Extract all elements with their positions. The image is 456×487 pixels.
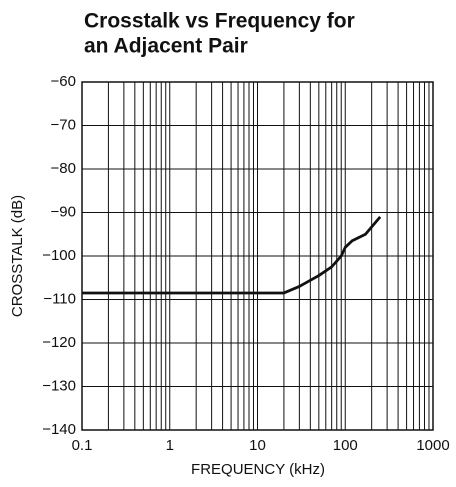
y-tick-label: −140	[42, 421, 76, 438]
chart-title: Crosstalk vs Frequency for	[84, 10, 355, 33]
plot-frame	[81, 81, 434, 431]
y-tick-label: −120	[42, 334, 76, 351]
y-tick-label: −70	[51, 116, 76, 133]
y-tick-label: −60	[51, 73, 76, 90]
x-tick-label: 0.1	[72, 437, 93, 454]
y-tick-label: −110	[43, 290, 76, 307]
x-tick-label: 100	[333, 437, 358, 454]
x-axis-label: FREQUENCY (kHz)	[191, 461, 325, 478]
chart-title: an Adjacent Pair	[84, 35, 248, 58]
x-tick-label: 10	[249, 437, 266, 454]
series-line	[82, 215, 382, 295]
x-tick-label: 1000	[416, 437, 449, 454]
y-tick-label: −100	[42, 247, 76, 264]
y-tick-label: −130	[42, 377, 76, 394]
x-tick-label: 1	[166, 437, 174, 454]
y-tick-label: −80	[51, 160, 76, 177]
y-axis-label: CROSSTALK (dB)	[9, 195, 26, 317]
y-tick-label: −90	[51, 203, 76, 220]
